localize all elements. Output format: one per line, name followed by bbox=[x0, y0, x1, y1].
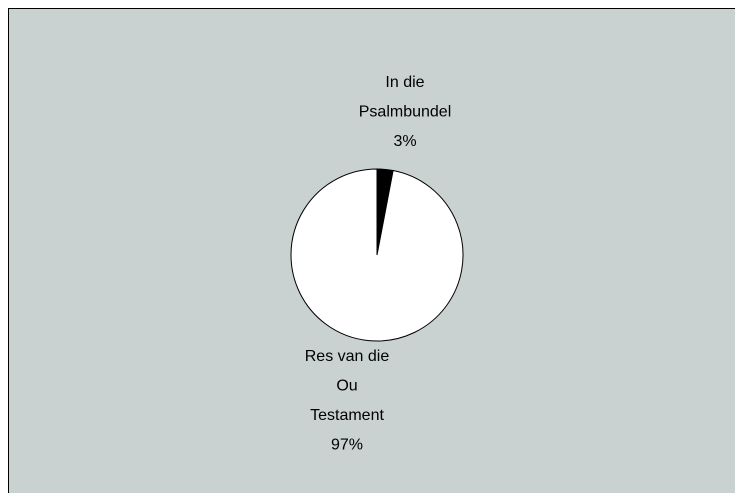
slice-label: Res van die Ou Testament bbox=[305, 348, 390, 424]
slice-label: In die Psalmbundel bbox=[359, 74, 452, 121]
pie-slice bbox=[290, 168, 464, 342]
value-label: 3% bbox=[393, 133, 416, 150]
slice-label-line: Psalmbundel bbox=[359, 104, 452, 121]
slice-label-line: Ou bbox=[336, 378, 357, 395]
slice-label-line: Res van die bbox=[305, 348, 390, 365]
slice-label-line: Testament bbox=[310, 407, 384, 424]
value-label: 97% bbox=[331, 437, 363, 454]
slice-label-line: In die bbox=[385, 74, 424, 91]
